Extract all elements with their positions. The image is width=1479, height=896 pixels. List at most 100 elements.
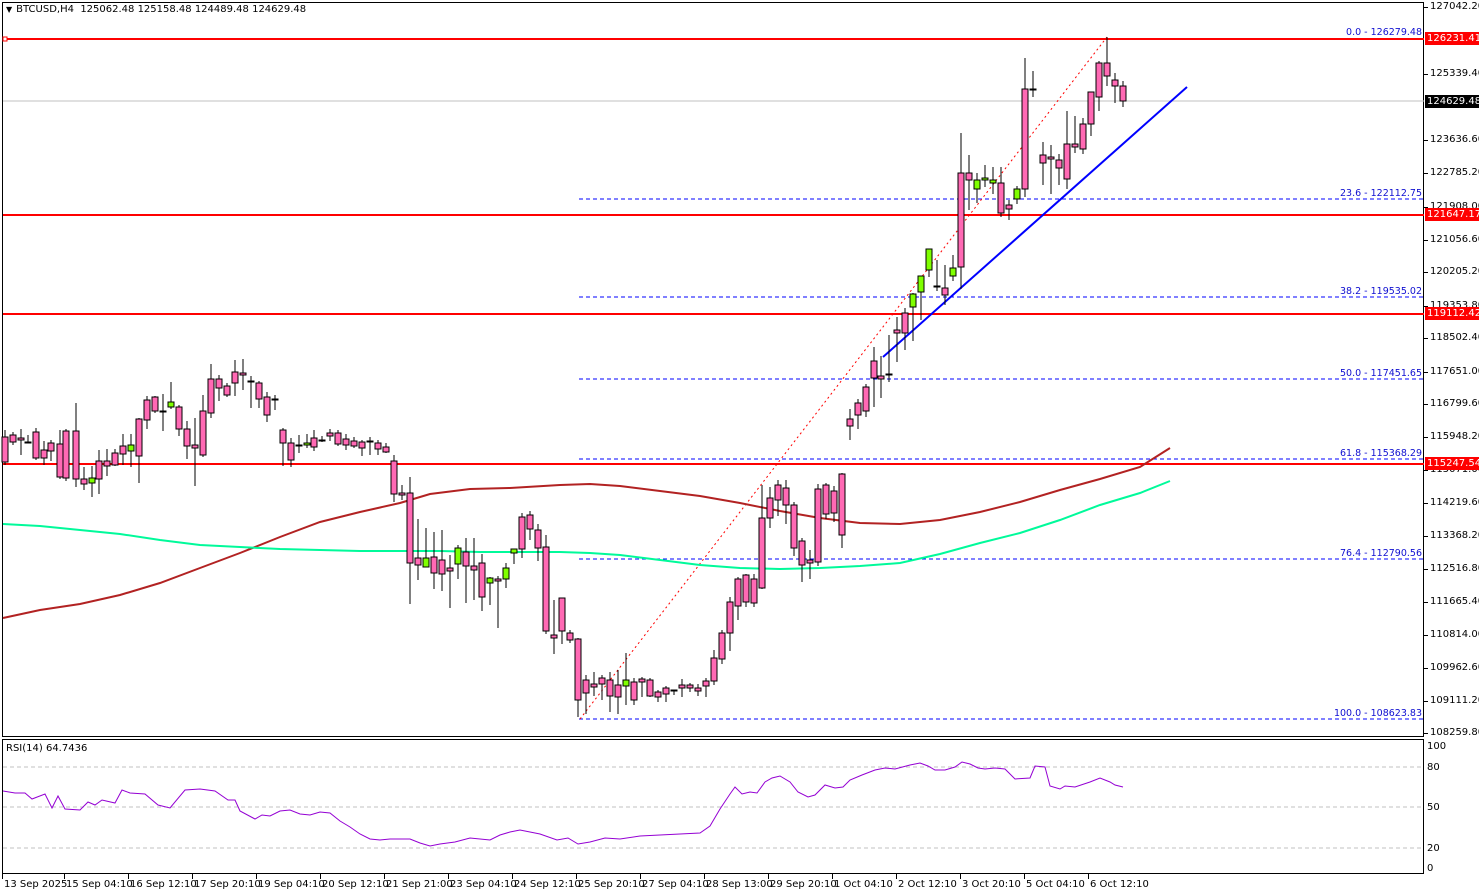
bear-candle — [526, 514, 534, 530]
bull-candle — [502, 567, 510, 580]
bull-candle — [917, 275, 925, 293]
bear-candle — [893, 329, 901, 334]
fibonacci-trend-line[interactable] — [579, 36, 1108, 720]
symbol-label: BTCUSD,H4 — [16, 4, 74, 15]
time-tick-mark — [960, 874, 961, 879]
bull-candle — [981, 177, 989, 181]
time-tick-mark — [576, 874, 577, 879]
bear-candle — [398, 492, 406, 496]
bear-candle — [678, 684, 686, 689]
bear-candle — [686, 684, 694, 689]
bear-candle — [1095, 62, 1103, 98]
bear-candle — [310, 437, 318, 448]
bear-candle — [726, 601, 734, 634]
line-anchor-handle[interactable] — [2, 36, 8, 42]
rsi-tick-100: 100 — [1427, 741, 1447, 752]
price-tick: 120205.20 — [1430, 266, 1479, 277]
time-tick-mark — [1024, 874, 1025, 879]
time-label: 2 Oct 12:10 — [898, 879, 957, 890]
bear-candle — [1039, 154, 1047, 164]
price-tick: 122785.20 — [1430, 167, 1479, 178]
bear-candle — [1079, 123, 1087, 150]
price-tick: 113368.20 — [1430, 530, 1479, 541]
fib-label-0: 0.0 - 126279.48 — [1346, 27, 1422, 38]
fib-label-76-4: 76.4 - 112790.56 — [1340, 548, 1422, 559]
bear-candle — [550, 634, 558, 639]
price-tick: 114219.60 — [1430, 497, 1479, 508]
dropdown-triangle-icon[interactable]: ▼ — [6, 5, 13, 14]
level-tag-119112: 119112.42 — [1425, 307, 1479, 320]
bear-candle — [62, 430, 70, 479]
bear-candle — [334, 432, 342, 445]
bull-candle — [989, 179, 997, 184]
time-label: 5 Oct 04:10 — [1026, 879, 1085, 890]
bear-candle — [710, 657, 718, 682]
bear-candle — [1071, 143, 1079, 148]
time-tick-mark — [512, 874, 513, 879]
bear-candle — [542, 546, 550, 632]
rsi-levels — [3, 766, 1424, 849]
bear-candle — [901, 312, 909, 334]
bear-candle — [103, 460, 111, 467]
bear-candle — [382, 446, 390, 453]
bear-candle — [806, 559, 814, 564]
price-tick: 112516.80 — [1430, 563, 1479, 574]
bear-candle — [518, 516, 526, 550]
bear-candle — [590, 683, 598, 688]
bear-candle — [271, 398, 279, 401]
level-tag-121647: 121647.17 — [1425, 208, 1479, 221]
bear-candle — [798, 540, 806, 566]
bear-candle — [135, 418, 143, 457]
price-tick: 123636.60 — [1430, 134, 1479, 145]
price-tick: 125339.40 — [1430, 68, 1479, 79]
bear-candle — [822, 484, 830, 515]
time-tick-mark — [896, 874, 897, 879]
bullish-trendline[interactable] — [882, 86, 1188, 358]
fib-label-61-8: 61.8 - 115368.29 — [1340, 448, 1422, 459]
bear-candle — [933, 285, 941, 288]
time-label: 27 Sep 04:10 — [642, 879, 709, 890]
time-label: 25 Sep 20:10 — [578, 879, 645, 890]
price-tick-mark — [1424, 140, 1428, 141]
bear-candle — [630, 681, 638, 701]
time-label: 23 Sep 04:10 — [450, 879, 517, 890]
bear-candle — [1005, 204, 1013, 210]
bear-candle — [997, 182, 1005, 214]
bear-candle — [862, 386, 870, 412]
bear-candle — [318, 439, 326, 442]
bear-candle — [223, 385, 231, 396]
fibonacci-lines[interactable] — [579, 198, 1424, 720]
bear-candle — [694, 687, 702, 692]
time-tick-mark — [448, 874, 449, 879]
ma-slow-line — [2, 447, 1171, 619]
price-tick-mark — [1424, 536, 1428, 537]
bear-candle — [358, 441, 366, 449]
price-tick-mark — [1424, 74, 1428, 75]
bull-candle — [909, 293, 917, 308]
price-tick-mark — [1424, 404, 1428, 405]
rsi-title: RSI(14) 64.7436 — [6, 743, 88, 754]
rsi-tick-0: 0 — [1427, 863, 1434, 874]
price-tick-mark — [1424, 733, 1428, 734]
time-tick-mark — [384, 874, 385, 879]
bear-candle — [247, 380, 255, 383]
bear-candle — [430, 556, 438, 574]
bear-candle — [80, 478, 88, 485]
price-tick: 118502.40 — [1430, 332, 1479, 343]
time-label: 20 Sep 12:10 — [322, 879, 389, 890]
bear-candle — [702, 680, 710, 687]
price-tick: 109962.60 — [1430, 662, 1479, 673]
price-chart-pane[interactable] — [2, 2, 1424, 737]
bear-candle — [191, 444, 199, 449]
bear-candle — [446, 567, 454, 572]
price-tick: 115948.20 — [1430, 431, 1479, 442]
bull-candle — [486, 577, 494, 584]
bear-candle — [17, 437, 25, 441]
bull-candle — [973, 179, 981, 190]
bull-candle — [1013, 188, 1021, 200]
fib-label-38-2: 38.2 - 119535.02 — [1340, 286, 1422, 297]
bear-candle — [1103, 62, 1111, 77]
resistance-support-lines[interactable] — [3, 38, 1424, 465]
bear-candle — [183, 428, 191, 447]
